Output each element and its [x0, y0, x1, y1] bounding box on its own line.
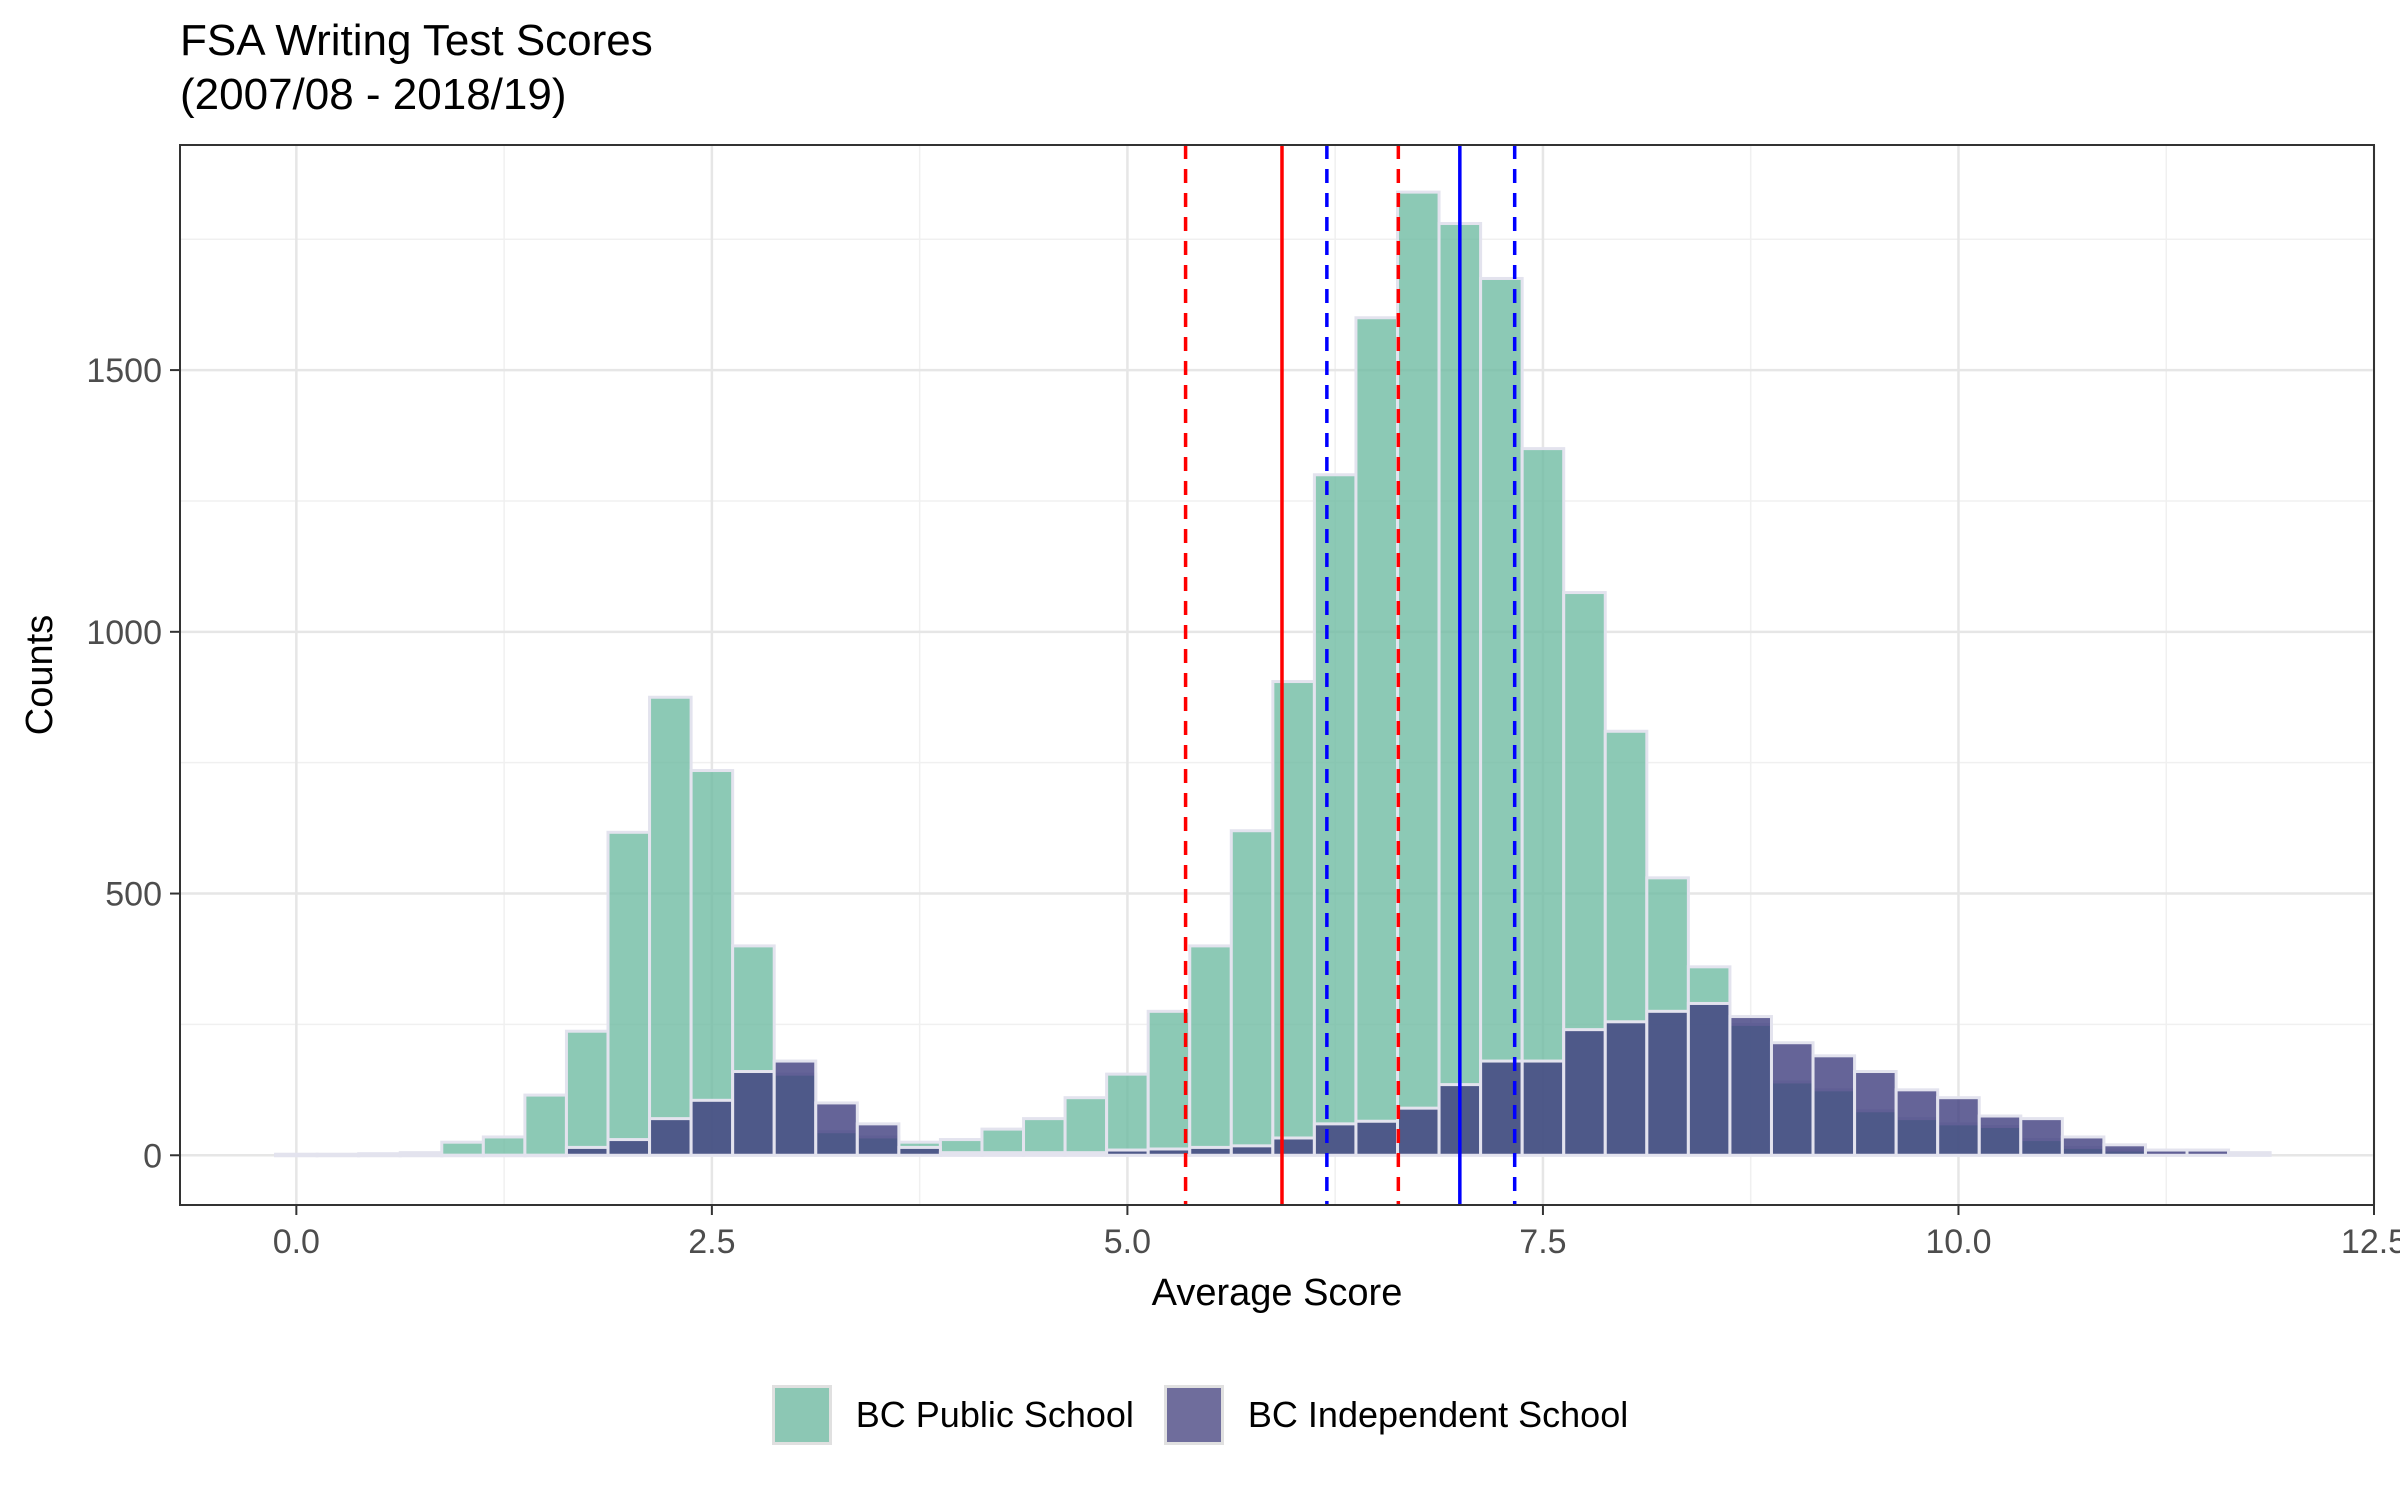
x-tick-label: 10.0	[1925, 1223, 1991, 1261]
bar-independent	[1977, 1114, 2023, 1157]
bar-independent	[1396, 1106, 1441, 1157]
panel-border	[179, 144, 2375, 1206]
chart-subtitle: (2007/08 - 2018/19)	[180, 70, 567, 119]
x-tick-label: 12.5	[2341, 1223, 2400, 1261]
bar-independent	[357, 1153, 402, 1158]
bar-public	[1146, 1009, 1192, 1157]
bar-independent	[2102, 1143, 2147, 1157]
legend-key-independent	[1163, 1385, 1224, 1445]
bar-public	[523, 1093, 568, 1157]
bar-independent	[398, 1153, 444, 1158]
bar-public	[606, 830, 652, 1157]
bar-public	[1396, 190, 1441, 1157]
bar-independent	[1063, 1151, 1109, 1157]
bar-independent	[1811, 1054, 1857, 1157]
x-tick-label: 0.0	[273, 1223, 320, 1261]
bar-public	[1022, 1117, 1067, 1157]
bar-public	[1520, 447, 1566, 1157]
bar-public	[1271, 680, 1316, 1157]
y-tick-label: 1000	[86, 614, 162, 652]
x-tick-label: 7.5	[1519, 1223, 1566, 1261]
bar-independent	[897, 1145, 942, 1157]
bar-independent	[1853, 1070, 1898, 1157]
bar-independent	[855, 1122, 901, 1157]
y-axis-title: Counts	[19, 615, 61, 735]
bar-public	[648, 695, 693, 1157]
legend: BC Public School BC Independent School	[0, 1385, 2400, 1445]
bar-public	[1354, 316, 1400, 1157]
x-tick-label: 5.0	[1104, 1223, 1151, 1261]
bar-public	[1063, 1096, 1109, 1157]
y-tick-label: 500	[105, 876, 162, 914]
bar-independent	[481, 1153, 527, 1158]
bar-independent	[1229, 1144, 1275, 1157]
bar-independent	[1354, 1119, 1400, 1157]
y-tick-label: 1500	[86, 352, 162, 390]
bar-independent	[1188, 1145, 1233, 1157]
bar-independent	[1562, 1028, 1607, 1157]
bar-independent	[980, 1151, 1026, 1157]
bar-independent	[2060, 1135, 2106, 1157]
bar-public	[689, 769, 735, 1157]
legend-label-public: BC Public School	[855, 1394, 1134, 1435]
bar-independent	[440, 1153, 485, 1158]
bar-independent	[606, 1138, 652, 1157]
bar-independent	[274, 1153, 319, 1158]
bar-independent	[1894, 1088, 1940, 1157]
bar-independent	[689, 1098, 735, 1157]
bar-independent	[938, 1151, 984, 1157]
legend-item-public: BC Public School	[771, 1385, 1134, 1445]
bar-independent	[1728, 1015, 1773, 1157]
bar-public	[1188, 944, 1233, 1157]
bar-independent	[1022, 1151, 1067, 1157]
bar-public	[1105, 1072, 1150, 1157]
bar-independent	[564, 1145, 610, 1157]
bar-independent	[731, 1070, 776, 1157]
bar-independent	[2185, 1148, 2231, 1157]
bar-independent	[315, 1153, 361, 1158]
bar-independent	[1312, 1122, 1358, 1157]
bar-independent	[1105, 1148, 1150, 1157]
bar-independent	[2227, 1151, 2272, 1157]
x-tick-label: 2.5	[688, 1223, 735, 1261]
bar-independent	[1603, 1020, 1649, 1157]
bar-public	[481, 1135, 527, 1157]
legend-key-public	[771, 1385, 832, 1445]
y-tick-label: 0	[143, 1137, 162, 1175]
bar-independent	[1645, 1009, 1690, 1157]
bar-public	[564, 1029, 610, 1157]
bar-independent	[523, 1153, 568, 1158]
bar-independent	[1271, 1136, 1316, 1157]
chart-title: FSA Writing Test Scores	[180, 16, 653, 65]
bar-independent	[1520, 1059, 1566, 1157]
bar-independent	[772, 1059, 818, 1157]
bar-independent	[814, 1101, 859, 1157]
bar-independent	[648, 1117, 693, 1157]
x-axis-title: Average Score	[1152, 1272, 1403, 1314]
bar-public	[440, 1140, 485, 1157]
bar-independent	[1686, 1001, 1732, 1157]
bar-independent	[2143, 1148, 2189, 1157]
bar-independent	[2019, 1117, 2064, 1157]
bar-independent	[1769, 1041, 1815, 1157]
bar-independent	[1936, 1096, 1981, 1157]
legend-item-independent: BC Independent School	[1163, 1385, 1629, 1445]
bar-public	[1229, 829, 1275, 1157]
bar-independent	[1146, 1147, 1192, 1157]
legend-label-independent: BC Independent School	[1247, 1394, 1629, 1435]
bar-public	[1312, 473, 1358, 1157]
